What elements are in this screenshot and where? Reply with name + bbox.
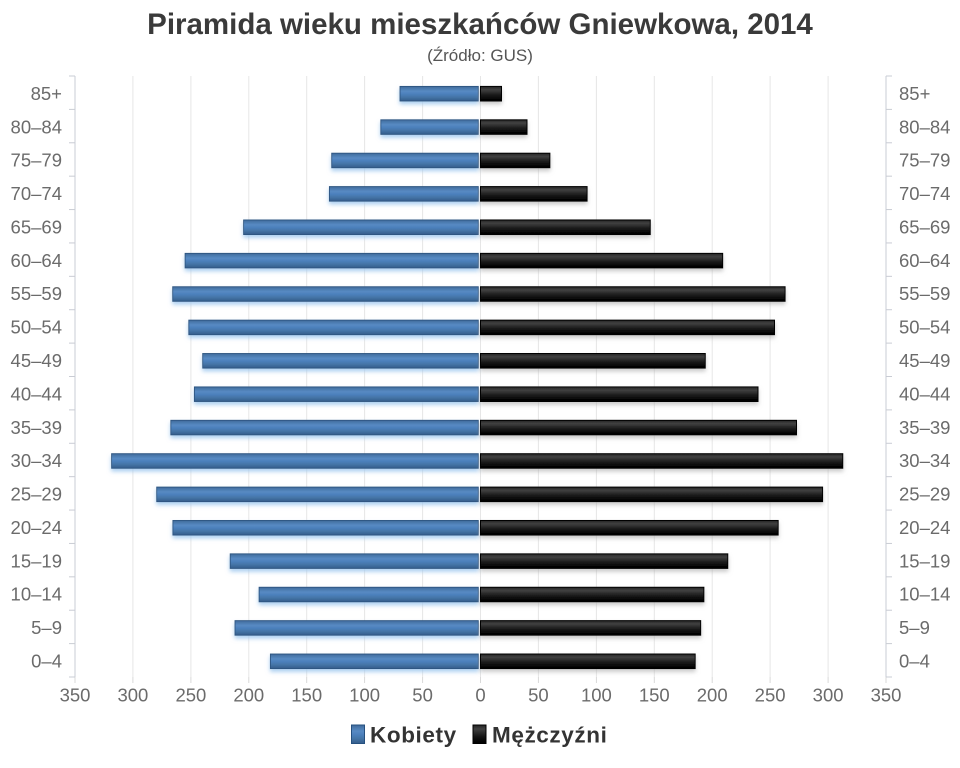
svg-text:150: 150 xyxy=(291,685,322,706)
svg-text:0–4: 0–4 xyxy=(899,651,930,672)
svg-text:60–64: 60–64 xyxy=(899,250,950,271)
svg-text:30–34: 30–34 xyxy=(11,450,62,471)
svg-text:70–74: 70–74 xyxy=(11,183,62,204)
svg-text:80–84: 80–84 xyxy=(899,116,950,137)
svg-text:55–59: 55–59 xyxy=(899,283,950,304)
svg-text:5–9: 5–9 xyxy=(899,617,930,638)
svg-text:25–29: 25–29 xyxy=(11,484,62,505)
svg-text:(Źródło: GUS): (Źródło: GUS) xyxy=(427,46,533,65)
svg-text:350: 350 xyxy=(60,685,91,706)
svg-text:250: 250 xyxy=(175,685,206,706)
svg-text:5–9: 5–9 xyxy=(31,617,62,638)
svg-text:150: 150 xyxy=(639,685,670,706)
svg-text:35–39: 35–39 xyxy=(11,417,62,438)
svg-text:25–29: 25–29 xyxy=(899,484,950,505)
svg-text:100: 100 xyxy=(349,685,380,706)
svg-text:30–34: 30–34 xyxy=(899,450,950,471)
svg-text:Piramida wieku mieszkańców Gni: Piramida wieku mieszkańców Gniewkowa, 20… xyxy=(147,8,813,41)
svg-text:50–54: 50–54 xyxy=(11,317,62,338)
svg-text:0–4: 0–4 xyxy=(31,651,62,672)
svg-text:40–44: 40–44 xyxy=(899,383,950,404)
svg-text:200: 200 xyxy=(233,685,264,706)
svg-text:10–14: 10–14 xyxy=(899,584,950,605)
svg-text:50–54: 50–54 xyxy=(899,317,950,338)
svg-text:55–59: 55–59 xyxy=(11,283,62,304)
svg-text:85+: 85+ xyxy=(31,83,62,104)
svg-text:60–64: 60–64 xyxy=(11,250,62,271)
svg-text:35–39: 35–39 xyxy=(899,417,950,438)
svg-text:15–19: 15–19 xyxy=(11,550,62,571)
svg-text:300: 300 xyxy=(117,685,148,706)
svg-text:85+: 85+ xyxy=(899,83,930,104)
svg-text:200: 200 xyxy=(697,685,728,706)
svg-text:20–24: 20–24 xyxy=(11,517,62,538)
svg-text:65–69: 65–69 xyxy=(899,216,950,237)
svg-text:350: 350 xyxy=(871,685,902,706)
svg-text:40–44: 40–44 xyxy=(11,383,62,404)
svg-text:300: 300 xyxy=(813,685,844,706)
svg-text:75–79: 75–79 xyxy=(11,150,62,171)
svg-text:Mężczyźni: Mężczyźni xyxy=(492,723,607,748)
svg-text:50: 50 xyxy=(528,685,549,706)
svg-text:65–69: 65–69 xyxy=(11,216,62,237)
svg-text:0: 0 xyxy=(475,685,485,706)
svg-text:45–49: 45–49 xyxy=(899,350,950,371)
svg-text:10–14: 10–14 xyxy=(11,584,62,605)
svg-text:75–79: 75–79 xyxy=(899,150,950,171)
svg-text:70–74: 70–74 xyxy=(899,183,950,204)
svg-text:15–19: 15–19 xyxy=(899,550,950,571)
svg-text:100: 100 xyxy=(581,685,612,706)
svg-text:20–24: 20–24 xyxy=(899,517,950,538)
svg-text:50: 50 xyxy=(412,685,433,706)
svg-text:Kobiety: Kobiety xyxy=(370,723,457,748)
svg-text:80–84: 80–84 xyxy=(11,116,62,137)
svg-text:250: 250 xyxy=(755,685,786,706)
svg-text:45–49: 45–49 xyxy=(11,350,62,371)
